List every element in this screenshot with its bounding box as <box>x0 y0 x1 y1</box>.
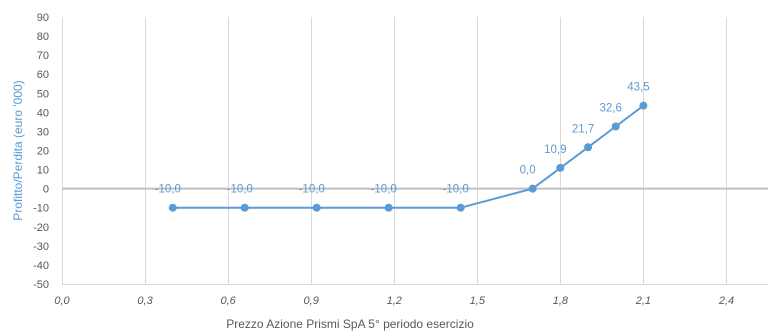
x-tick-label: 2,1 <box>635 295 651 307</box>
y-tick-label: 40 <box>37 107 49 119</box>
x-tick-label: 0,9 <box>304 295 319 307</box>
data-point <box>556 163 565 172</box>
y-tick-label: 30 <box>37 126 49 138</box>
data-label: 32,6 <box>600 102 622 114</box>
data-labels: -10,0 -10,0 -10,0 -10,0 -10,0 0,0 10,9 21,7 32,6… <box>155 82 650 196</box>
data-label: 43,5 <box>627 82 649 94</box>
y-tick-label: -10 <box>33 203 49 215</box>
data-point <box>611 122 620 131</box>
y-tick-label: 60 <box>37 69 49 81</box>
series-line <box>172 104 645 209</box>
y-tick-label: 70 <box>37 50 49 62</box>
y-tick-label: 50 <box>37 88 49 100</box>
y-tick-label: 80 <box>37 31 49 43</box>
data-point <box>528 184 537 193</box>
data-label: -10,0 <box>443 184 469 196</box>
x-tick-label: 0,3 <box>137 295 153 307</box>
data-label: -10,0 <box>299 184 325 196</box>
x-tick-label: 1,5 <box>470 295 486 307</box>
data-label: 10,9 <box>544 144 566 156</box>
chart-axes <box>62 17 768 285</box>
x-tick-label: 0,0 <box>54 295 70 307</box>
y-tick-label: -40 <box>33 260 49 272</box>
y-tick-label: 20 <box>37 146 49 158</box>
y-tick-label: -30 <box>33 241 49 253</box>
y-axis-ticks: -50 -40 -30 -20 -10 0 10 20 30 40 50 60 70 80 90 <box>33 12 49 291</box>
series-line-group <box>168 101 648 212</box>
x-tick-label: 1,8 <box>553 295 569 307</box>
data-label: 0,0 <box>520 165 536 177</box>
x-axis-title: Prezzo Azione Prismi SpA 5° periodo eser… <box>226 317 474 331</box>
y-tick-label: 90 <box>37 12 49 24</box>
chart-gridlines <box>145 17 727 284</box>
x-tick-label: 0,6 <box>220 295 236 307</box>
data-point <box>584 143 593 152</box>
x-tick-label: 1,2 <box>387 295 402 307</box>
data-label: 21,7 <box>572 123 594 135</box>
y-tick-label: 10 <box>37 165 49 177</box>
y-tick-label: 0 <box>43 184 49 196</box>
y-tick-label: -20 <box>33 222 49 234</box>
data-label: -10,0 <box>371 184 397 196</box>
data-point <box>240 203 249 212</box>
data-point <box>312 203 321 212</box>
data-label: -10,0 <box>155 184 181 196</box>
y-axis-title: Profitto/Perdita (euro '000) <box>11 80 25 220</box>
x-axis-ticks: 0,0 0,3 0,6 0,9 1,2 1,5 1,8 2,1 2,4 <box>54 295 734 307</box>
data-point <box>168 203 177 212</box>
data-point <box>384 203 393 212</box>
x-tick-label: 2,4 <box>718 295 734 307</box>
y-tick-label: -50 <box>33 279 49 291</box>
data-point <box>639 101 648 110</box>
data-label: -10,0 <box>227 184 253 196</box>
data-point <box>456 203 465 212</box>
